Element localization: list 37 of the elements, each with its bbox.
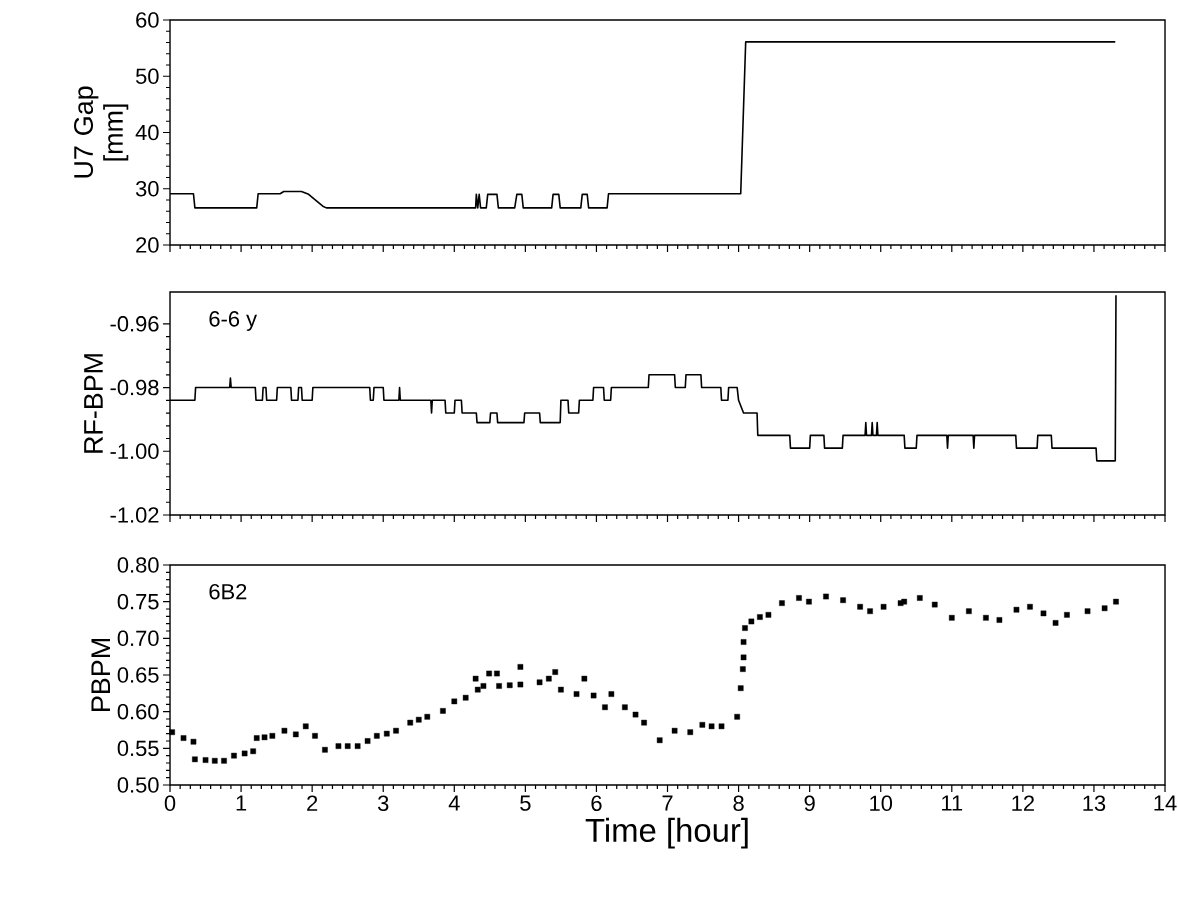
y-axis-title: PBPM	[91, 639, 110, 711]
x-tick-label: 2	[307, 795, 318, 811]
x-tick-label: 6	[591, 795, 602, 812]
x-tick-label: 3	[377, 795, 389, 812]
y-tick-label: -1.02	[110, 507, 159, 523]
x-tick-label: 9	[804, 795, 815, 812]
y-tick-label: -0.98	[110, 379, 159, 396]
x-tick-label: 11	[942, 795, 963, 811]
y-tick-label: 0.65	[117, 667, 159, 683]
annotation: 6B2	[209, 583, 247, 600]
y-axis-title: U7 Gap [mm]	[74, 86, 129, 178]
y-axis-title: RF-BPM	[84, 354, 103, 453]
y-tick-label: 30	[135, 180, 159, 197]
x-tick-label: 4	[448, 795, 460, 811]
x-tick-label: 13	[1083, 795, 1106, 812]
y-tick-label: 0.60	[117, 703, 159, 720]
y-tick-label: 0.70	[117, 630, 159, 647]
y-tick-label: 0.80	[117, 557, 159, 573]
x-tick-label: 10	[870, 795, 893, 812]
y-tick-label: -0.96	[110, 316, 159, 332]
y-tick-label: 0.55	[117, 740, 159, 757]
annotation: 6-6 y	[209, 311, 258, 331]
x-tick-label: 7	[662, 795, 673, 811]
x-tick-label: 1	[236, 795, 247, 811]
x-axis-title: Time [hour]	[585, 817, 748, 849]
y-tick-label: 60	[136, 12, 159, 28]
y-tick-label: 50	[135, 68, 159, 84]
y-tick-label: 0.75	[117, 593, 159, 610]
y-tick-label: 40	[135, 124, 159, 141]
y-tick-label: 20	[136, 237, 159, 253]
x-tick-label: 14	[1154, 795, 1177, 811]
x-tick-label: 8	[733, 795, 744, 812]
y-tick-label: 0.50	[117, 777, 159, 793]
y-tick-label: -1.00	[110, 443, 159, 460]
x-tick-label: 0	[164, 795, 176, 812]
x-tick-label: 5	[520, 795, 531, 811]
x-tick-label: 12	[1012, 795, 1034, 811]
